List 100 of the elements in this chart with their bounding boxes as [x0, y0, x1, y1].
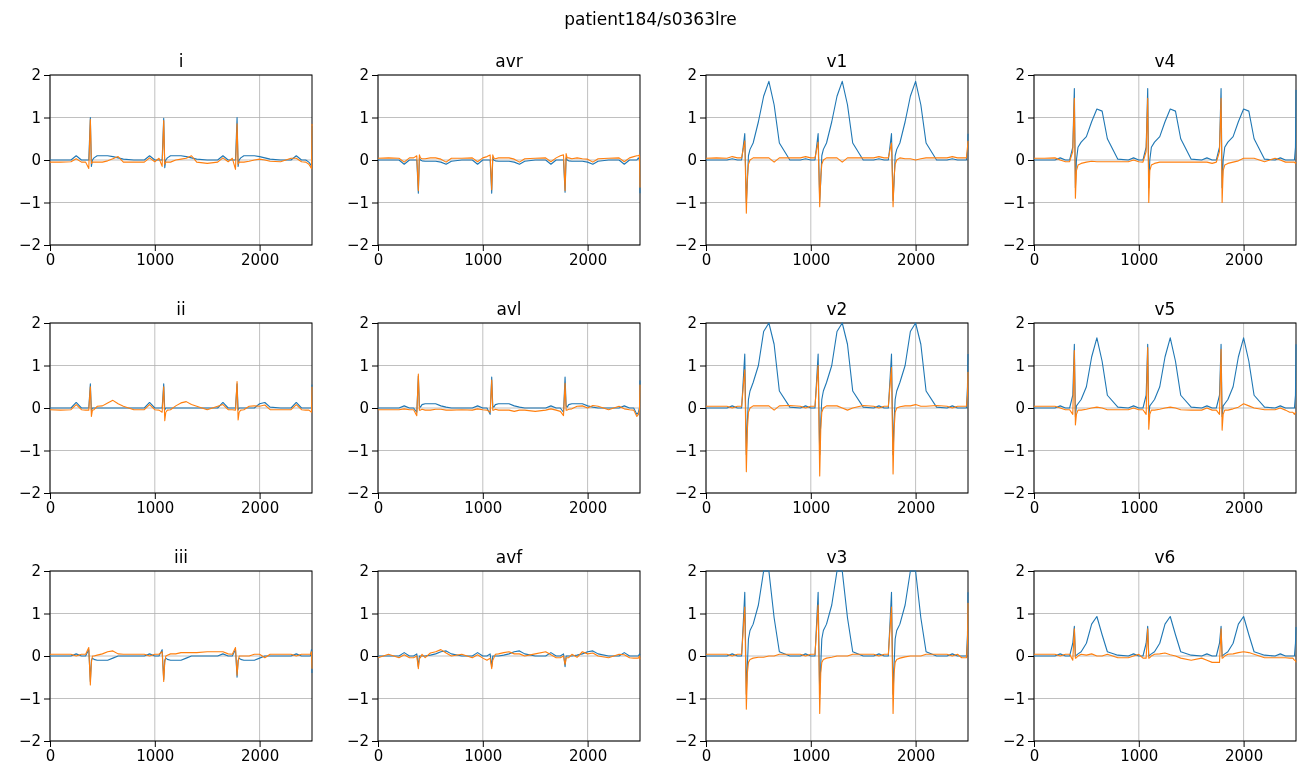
- y-tick-label: 0: [359, 647, 369, 666]
- x-tick-label: 1000: [464, 498, 503, 517]
- y-tick-label: 0: [687, 647, 697, 666]
- chart-title: v3: [826, 547, 848, 567]
- chart-title: avl: [496, 299, 522, 319]
- x-tick-label: 2000: [897, 746, 936, 765]
- x-tick-label: 1000: [1120, 498, 1159, 517]
- y-tick-label: 2: [31, 66, 41, 85]
- y-tick-label: −1: [674, 441, 697, 460]
- line-series: [705, 364, 969, 477]
- y-tick-label: 2: [687, 314, 697, 333]
- line-series: [705, 140, 969, 214]
- y-tick-label: 1: [687, 356, 697, 375]
- x-tick-label: 1000: [136, 250, 175, 269]
- x-tick-label: 2000: [1225, 498, 1264, 517]
- chart-title: ii: [176, 299, 186, 319]
- text: patient184/s0363lre: [564, 9, 737, 29]
- x-tick-label: 1000: [136, 746, 175, 765]
- x-tick-label: 2000: [241, 746, 280, 765]
- y-tick-label: 1: [359, 604, 369, 623]
- y-tick-label: −2: [1002, 732, 1025, 751]
- x-tick-label: 0: [373, 746, 384, 765]
- y-tick-label: −1: [1002, 689, 1025, 708]
- x-tick-label: 1000: [792, 746, 831, 765]
- y-tick-label: 0: [687, 399, 697, 418]
- y-tick-label: 1: [359, 356, 369, 375]
- x-tick-label: 2000: [897, 250, 936, 269]
- y-tick-label: −1: [346, 441, 369, 460]
- y-tick-label: 1: [1015, 356, 1025, 375]
- chart-title: i: [178, 51, 184, 71]
- y-tick-label: −2: [674, 484, 697, 503]
- x-tick-label: 0: [1029, 746, 1040, 765]
- x-tick-label: 2000: [241, 250, 280, 269]
- y-tick-label: 0: [31, 151, 41, 170]
- y-tick-label: 2: [1015, 66, 1025, 85]
- y-tick-label: 0: [687, 151, 697, 170]
- y-tick-label: −2: [1002, 484, 1025, 503]
- chart-title: v4: [1154, 51, 1176, 71]
- x-tick-label: 1000: [464, 250, 503, 269]
- y-tick-label: 1: [687, 604, 697, 623]
- y-tick-label: 1: [359, 108, 369, 127]
- x-tick-label: 1000: [792, 498, 831, 517]
- y-tick-label: 0: [31, 647, 41, 666]
- x-tick-label: 0: [701, 498, 712, 517]
- y-tick-label: 2: [31, 562, 41, 581]
- y-tick-label: 1: [687, 108, 697, 127]
- y-tick-label: 0: [359, 151, 369, 170]
- line-series: [1033, 347, 1297, 431]
- y-tick-label: 2: [1015, 562, 1025, 581]
- x-tick-label: 0: [1029, 498, 1040, 517]
- x-tick-label: 0: [45, 250, 56, 269]
- x-tick-label: 2000: [897, 498, 936, 517]
- x-tick-label: 0: [45, 498, 56, 517]
- x-tick-label: 1000: [1120, 250, 1159, 269]
- y-tick-label: −1: [18, 441, 41, 460]
- chart-title: iii: [173, 547, 189, 567]
- y-tick-label: −1: [346, 193, 369, 212]
- y-tick-label: −2: [346, 236, 369, 255]
- y-tick-label: −2: [674, 236, 697, 255]
- line-series: [1033, 628, 1297, 663]
- y-tick-label: −1: [18, 689, 41, 708]
- chart-title: avf: [495, 547, 524, 567]
- x-tick-label: 2000: [569, 250, 608, 269]
- y-tick-label: 0: [1015, 151, 1025, 170]
- line-series: [49, 381, 313, 422]
- x-tick-label: 1000: [464, 746, 503, 765]
- y-tick-label: −1: [674, 193, 697, 212]
- x-tick-label: 0: [1029, 250, 1040, 269]
- y-tick-label: 0: [359, 399, 369, 418]
- chart-title: avr: [495, 51, 523, 71]
- y-tick-label: 1: [1015, 604, 1025, 623]
- y-tick-label: −2: [18, 732, 41, 751]
- chart-title: v5: [1154, 299, 1176, 319]
- y-tick-label: 0: [1015, 399, 1025, 418]
- x-tick-label: 0: [373, 250, 384, 269]
- y-tick-label: 1: [1015, 108, 1025, 127]
- y-tick-label: 2: [687, 562, 697, 581]
- y-tick-label: 1: [31, 356, 41, 375]
- x-tick-label: 1000: [1120, 746, 1159, 765]
- y-tick-label: −1: [1002, 193, 1025, 212]
- x-tick-label: 2000: [241, 498, 280, 517]
- x-tick-label: 2000: [1225, 250, 1264, 269]
- y-tick-label: −2: [18, 484, 41, 503]
- x-tick-label: 0: [373, 498, 384, 517]
- y-tick-label: −1: [674, 689, 697, 708]
- y-tick-label: 2: [687, 66, 697, 85]
- x-tick-label: 0: [701, 250, 712, 269]
- x-tick-label: 0: [45, 746, 56, 765]
- y-tick-label: 2: [31, 314, 41, 333]
- chart-title: v6: [1154, 547, 1176, 567]
- y-tick-label: −1: [346, 689, 369, 708]
- x-tick-label: 1000: [792, 250, 831, 269]
- x-tick-label: 2000: [1225, 746, 1264, 765]
- y-tick-label: 1: [31, 108, 41, 127]
- y-tick-label: 2: [359, 66, 369, 85]
- y-tick-label: 2: [359, 562, 369, 581]
- x-tick-label: 2000: [569, 498, 608, 517]
- y-tick-label: −2: [18, 236, 41, 255]
- line-series: [705, 602, 969, 714]
- y-tick-label: −1: [18, 193, 41, 212]
